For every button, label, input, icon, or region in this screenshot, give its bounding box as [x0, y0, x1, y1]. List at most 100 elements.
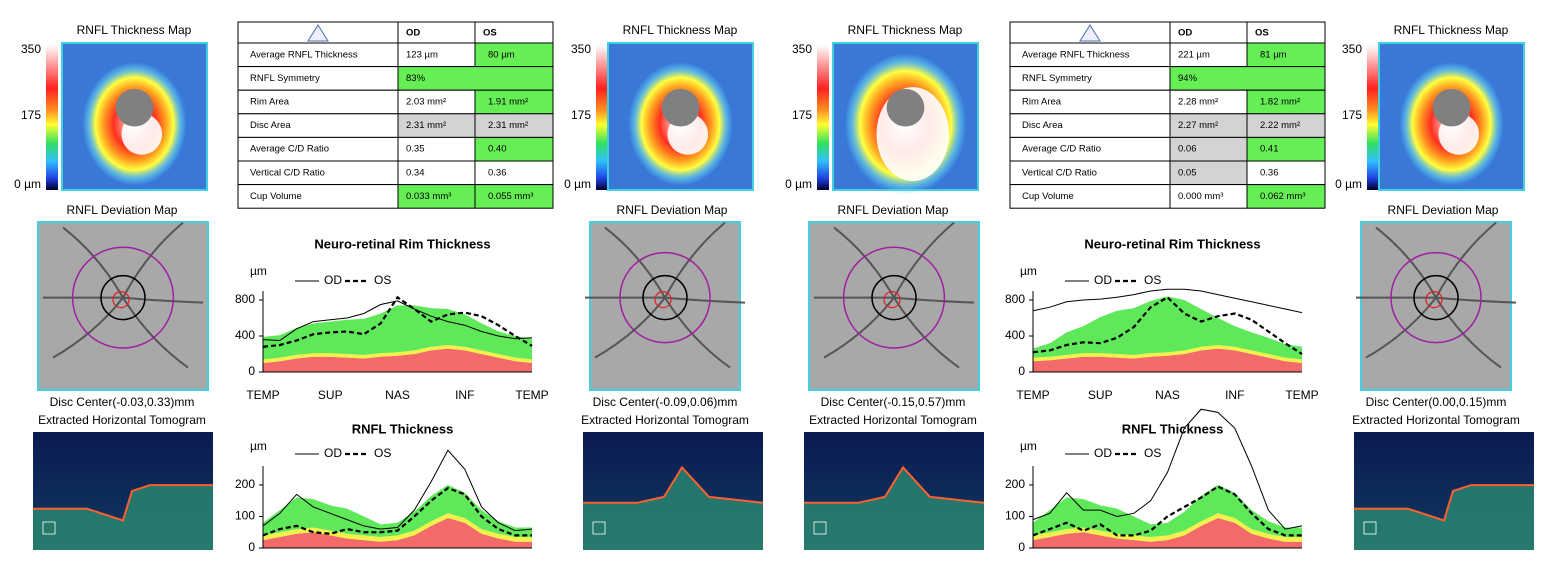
- cup-outline: [883, 291, 901, 309]
- column-header: OD: [406, 28, 420, 39]
- disc-outline: [642, 274, 688, 321]
- os-value: 1.91 mm²: [488, 97, 528, 108]
- x-tick-label: TEMP: [1016, 388, 1049, 402]
- column-header: OS: [1255, 28, 1269, 39]
- legend-label: OD: [1094, 446, 1112, 460]
- series-line: [262, 300, 533, 342]
- optic-disc: [1432, 88, 1471, 127]
- x-tick-label: TEMP: [1285, 388, 1318, 402]
- column-header: OD: [1178, 28, 1192, 39]
- legend-label: OD: [324, 446, 342, 460]
- y-tick-label: 100: [235, 509, 255, 523]
- color-bar: [817, 45, 829, 190]
- vessel: [52, 296, 124, 359]
- retina-layer: [583, 467, 763, 550]
- scale-label: 350: [1342, 42, 1362, 56]
- x-tick-label: SUP: [1088, 388, 1113, 402]
- legend-label: OD: [324, 273, 342, 287]
- column-header: OS: [483, 28, 497, 39]
- y-tick-label: 200: [1005, 477, 1025, 491]
- os-value: 0.36: [488, 167, 507, 178]
- optic-disc: [115, 88, 154, 127]
- deviation-map: [589, 221, 741, 391]
- deviation-title: RNFL Deviation Map: [67, 203, 178, 217]
- value-cell: [474, 136, 554, 162]
- od-value: 2.03 mm²: [406, 97, 446, 108]
- retina-surface: [583, 465, 764, 504]
- row-label: Cup Volume: [250, 191, 302, 202]
- optic-disc: [661, 88, 700, 127]
- row-label: RNFL Symmetry: [1022, 73, 1092, 84]
- disc-outline: [1413, 274, 1459, 321]
- row-label: Disc Area: [1022, 120, 1063, 131]
- vessel: [823, 296, 895, 359]
- scan-circle: [842, 246, 946, 349]
- y-tick-label: 100: [1005, 509, 1025, 523]
- normative-band: [1033, 345, 1302, 363]
- series-line: [1032, 288, 1303, 314]
- scale-label: 0 µm: [564, 177, 591, 191]
- vessel: [122, 221, 184, 299]
- od-value: 123 µm: [406, 49, 438, 60]
- y-tick-label: 200: [235, 477, 255, 491]
- row-label: Vertical C/D Ratio: [250, 167, 325, 178]
- disc-outline: [871, 274, 917, 321]
- color-bar: [596, 45, 608, 190]
- chart-title: Neuro-retinal Rim Thickness: [314, 236, 490, 251]
- retina-layer: [1354, 485, 1534, 550]
- value-cell: [1246, 136, 1326, 162]
- series-line: [1032, 485, 1302, 537]
- vessel: [893, 297, 960, 369]
- y-axis-label: µm: [250, 439, 267, 453]
- od-value: 0.35: [406, 144, 425, 155]
- scale-label: 175: [571, 108, 591, 122]
- od-value: 221 µm: [1178, 49, 1210, 60]
- legend-label: OS: [1144, 273, 1161, 287]
- cup-outline: [112, 291, 130, 309]
- od-value: 0.05: [1178, 167, 1197, 178]
- row-label: Rim Area: [1022, 97, 1062, 108]
- vessel: [122, 297, 189, 369]
- legend-label: OS: [374, 273, 391, 287]
- os-value: 0.41: [1260, 144, 1279, 155]
- os-value: 2.31 mm²: [488, 120, 528, 131]
- vessel: [664, 221, 726, 299]
- os-value: 0.36: [1260, 167, 1279, 178]
- color-bar: [46, 45, 58, 190]
- od-value: 83%: [406, 73, 426, 84]
- y-axis-label: µm: [1020, 264, 1037, 278]
- vessel: [1375, 226, 1437, 299]
- os-value: 0.40: [488, 144, 507, 155]
- normative-band: [263, 348, 532, 372]
- tomogram-title: Extracted Horizontal Tomogram: [1352, 413, 1520, 427]
- normative-band: [263, 518, 532, 548]
- od-value: 0.06: [1178, 144, 1197, 155]
- vessel: [833, 226, 895, 299]
- od-value: 0.000 mm³: [1178, 191, 1223, 202]
- retina-surface: [804, 465, 985, 504]
- map-title: RNFL Thickness Map: [848, 23, 963, 37]
- os-value: 1.82 mm²: [1260, 97, 1300, 108]
- normative-band: [263, 305, 532, 360]
- scan-circle: [71, 246, 175, 349]
- table-header: [1009, 21, 1326, 44]
- y-axis-label: µm: [250, 264, 267, 278]
- tomogram-title: Extracted Horizontal Tomogram: [809, 413, 977, 427]
- tomogram-title: Extracted Horizontal Tomogram: [581, 413, 749, 427]
- os-value: 2.22 mm²: [1260, 120, 1300, 131]
- vessel: [604, 226, 666, 299]
- od-value: 2.28 mm²: [1178, 97, 1218, 108]
- x-tick-label: INF: [455, 388, 474, 402]
- orientation-box: [1363, 521, 1377, 535]
- series-line: [262, 449, 533, 532]
- row-label: Disc Area: [250, 120, 291, 131]
- y-tick-label: 0: [248, 540, 255, 554]
- disc-outline: [100, 274, 146, 321]
- row-label: Average C/D Ratio: [1022, 144, 1101, 155]
- legend-label: OS: [374, 446, 391, 460]
- chart-title: RNFL Thickness: [1122, 421, 1224, 436]
- disc-center: Disc Center(0.00,0.15)mm: [1366, 395, 1507, 409]
- disc-center: Disc Center(-0.09,0.06)mm: [593, 395, 738, 409]
- y-tick-label: 0: [1018, 540, 1025, 554]
